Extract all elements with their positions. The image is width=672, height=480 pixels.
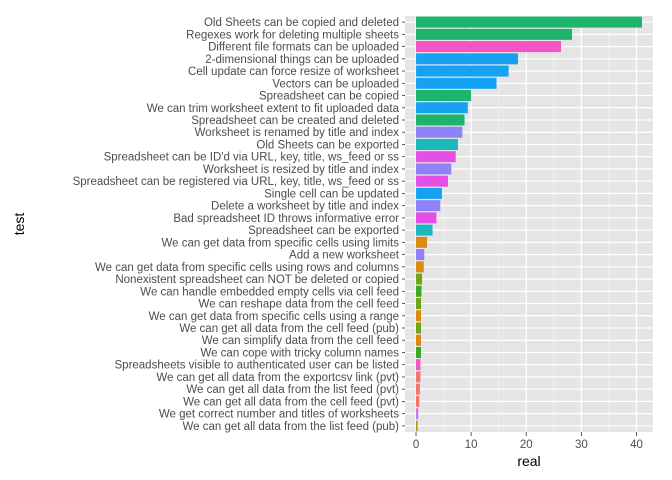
category-label: Bad spreadsheet ID throws informative er… <box>173 213 399 225</box>
category-label: Old Sheets can be copied and deleted <box>204 17 399 29</box>
bar <box>416 285 422 297</box>
bar <box>416 383 420 395</box>
bar <box>416 359 421 371</box>
bar <box>416 408 419 420</box>
bar <box>416 53 518 65</box>
category-label: Spreadsheet can be exported <box>248 225 399 237</box>
bar <box>416 163 452 175</box>
bar <box>416 65 509 77</box>
category-label: We can get data from specific cells usin… <box>149 311 399 323</box>
category-label: We can get all data from the list feed (… <box>186 384 399 396</box>
bar <box>416 126 463 138</box>
bar <box>416 175 448 187</box>
bar <box>416 90 472 102</box>
bar <box>416 261 424 273</box>
bars <box>416 16 642 432</box>
category-label: Spreadsheets visible to authenticated us… <box>115 360 400 372</box>
category-label: We can get all data from the cell feed (… <box>183 396 399 408</box>
x-tick-label: 10 <box>465 439 478 451</box>
category-label: Delete a worksheet by title and index <box>211 201 399 213</box>
bar <box>416 395 420 407</box>
x-axis-title: real <box>517 453 540 469</box>
bar <box>416 16 642 28</box>
category-label: Different file formats can be uploaded <box>208 42 399 54</box>
y-axis-title: test <box>11 213 27 236</box>
bar <box>416 273 423 285</box>
category-label: We can get all data from the cell feed (… <box>179 323 399 335</box>
category-label: Spreadsheet can be registered via URL, k… <box>73 176 400 188</box>
category-label: Cell update can force resize of workshee… <box>188 66 400 78</box>
category-label: We get correct number and titles of work… <box>159 409 399 421</box>
bar <box>416 28 572 40</box>
category-label: We can get data from specific cells usin… <box>161 237 399 249</box>
bar <box>416 151 456 163</box>
category-label: Old Sheets can be exported <box>256 139 399 151</box>
category-label: We can get data from specific cells usin… <box>95 262 399 274</box>
category-label: Worksheet is renamed by title and index <box>195 127 400 139</box>
bar <box>416 334 421 346</box>
category-label: We can handle embedded empty cells via c… <box>140 286 399 298</box>
bar <box>416 224 433 236</box>
category-label: Single cell can be updated <box>264 188 399 200</box>
category-label: 2-dimensional things can be uploaded <box>205 54 399 66</box>
bar <box>416 212 437 224</box>
category-label: We can get all data from the list feed (… <box>183 421 400 433</box>
category-labels: Old Sheets can be copied and deletedRege… <box>73 17 405 433</box>
category-label: Nonexistent spreadsheet can NOT be delet… <box>115 274 399 286</box>
bar <box>416 346 421 358</box>
category-label: Spreadsheet can be created and deleted <box>191 115 399 127</box>
bar <box>416 310 421 322</box>
x-tick-label: 0 <box>413 439 419 451</box>
bar <box>416 102 468 114</box>
bar <box>416 322 421 334</box>
category-label: Worksheet is resized by title and index <box>203 164 399 176</box>
bar <box>416 236 428 248</box>
bar <box>416 138 458 150</box>
bar <box>416 200 441 212</box>
category-label: Add a new worksheet <box>289 250 400 262</box>
bar <box>416 114 465 126</box>
category-label: We can trim worksheet extent to fit uplo… <box>147 103 400 115</box>
category-label: We can reshape data from the cell feed <box>198 299 399 311</box>
category-label: We can get all data from the exportcsv l… <box>156 372 399 384</box>
bar <box>416 298 421 310</box>
bar <box>416 249 425 261</box>
category-label: Vectors can be uploaded <box>272 78 399 90</box>
category-label: Spreadsheet can be ID'd via URL, key, ti… <box>104 152 400 164</box>
x-axis-ticks: 0 10 20 30 40 <box>413 432 643 451</box>
bar <box>416 371 421 383</box>
bar <box>416 41 561 53</box>
x-tick-label: 20 <box>520 439 533 451</box>
category-label: Spreadsheet can be copied <box>259 91 399 103</box>
bar <box>416 77 497 89</box>
x-tick-label: 40 <box>630 439 643 451</box>
x-tick-label: 30 <box>575 439 588 451</box>
bar <box>416 420 418 432</box>
category-label: We can cope with tricky column names <box>200 347 399 359</box>
bar <box>416 187 442 199</box>
category-label: Regexes work for deleting multiple sheet… <box>186 29 399 41</box>
category-label: We can simplify data from the cell feed <box>202 335 399 347</box>
